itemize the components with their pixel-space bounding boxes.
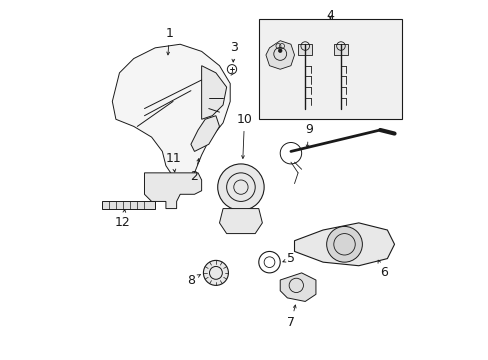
Text: 1: 1 bbox=[165, 27, 173, 55]
Polygon shape bbox=[201, 66, 226, 119]
Polygon shape bbox=[333, 44, 347, 55]
Text: 5: 5 bbox=[282, 252, 294, 265]
Polygon shape bbox=[190, 116, 219, 152]
Circle shape bbox=[326, 226, 362, 262]
Text: 3: 3 bbox=[229, 41, 237, 62]
Polygon shape bbox=[112, 44, 230, 180]
Text: 6: 6 bbox=[377, 260, 387, 279]
Text: 10: 10 bbox=[236, 113, 252, 158]
Polygon shape bbox=[144, 173, 201, 208]
Text: 4: 4 bbox=[325, 9, 333, 22]
Polygon shape bbox=[298, 44, 312, 55]
Text: 7: 7 bbox=[286, 305, 295, 329]
Text: 11: 11 bbox=[165, 152, 181, 172]
Text: 8: 8 bbox=[186, 274, 200, 287]
Circle shape bbox=[203, 260, 228, 285]
Polygon shape bbox=[265, 41, 294, 69]
Bar bbox=[258, 19, 401, 119]
Polygon shape bbox=[294, 223, 394, 266]
Polygon shape bbox=[280, 273, 315, 301]
Text: 9: 9 bbox=[304, 123, 312, 148]
Text: 2: 2 bbox=[190, 159, 199, 183]
Circle shape bbox=[278, 49, 282, 53]
Polygon shape bbox=[102, 202, 155, 208]
Circle shape bbox=[217, 164, 264, 210]
Polygon shape bbox=[219, 208, 262, 234]
Text: 12: 12 bbox=[115, 210, 131, 229]
